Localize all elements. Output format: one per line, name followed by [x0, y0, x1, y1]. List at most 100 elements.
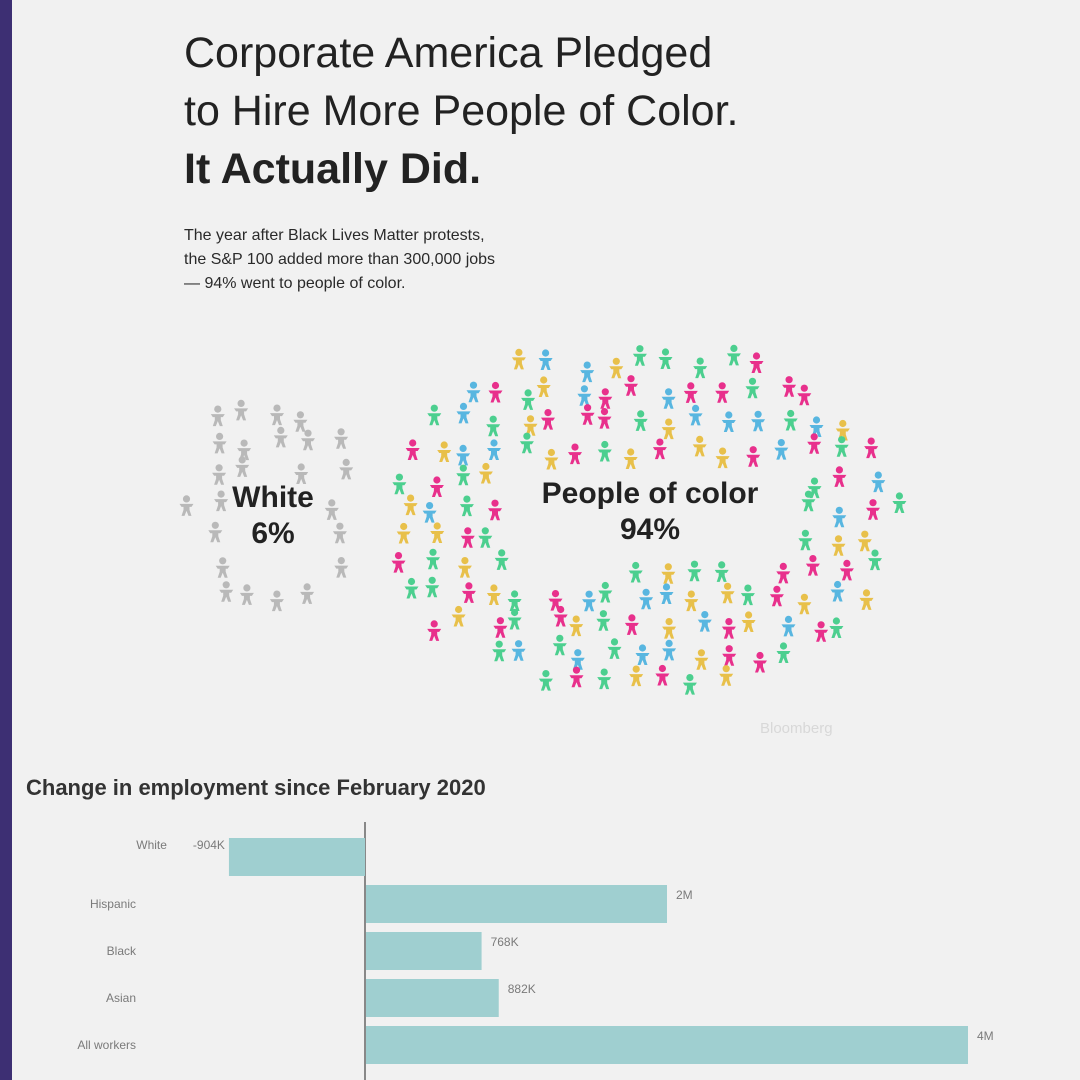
white-person-icon [219, 581, 234, 602]
white-person-icon [332, 522, 347, 544]
poc-person-icon [683, 382, 698, 403]
poc-person-icon [721, 618, 736, 639]
poc-person-icon [652, 438, 667, 460]
poc-person-icon [864, 437, 879, 459]
poc-person-icon [403, 494, 418, 516]
poc-person-icon [507, 608, 522, 630]
category-label: Black [107, 944, 137, 958]
white-person-icon [270, 404, 284, 426]
poc-person-icon [866, 499, 880, 520]
data-label: 4M [977, 1029, 994, 1043]
poc-person-icon [829, 617, 844, 638]
poc-person-icon [580, 404, 595, 425]
poc-person-icon [871, 471, 886, 493]
poc-person-icon [629, 665, 644, 687]
white-person-icon [179, 495, 194, 516]
poc-person-icon [798, 529, 813, 551]
poc-person-icon [451, 605, 466, 627]
poc-person-icon [751, 410, 766, 432]
poc-person-icon [582, 590, 597, 612]
poc-person-icon [596, 610, 611, 631]
white-person-icon [294, 463, 309, 484]
poc-person-icon [488, 499, 502, 521]
poc-person-icon [426, 548, 440, 570]
poc-person-icon [392, 473, 407, 495]
white-person-icon [214, 490, 229, 512]
poc-person-icon [633, 410, 648, 431]
poc-person-icon [519, 432, 534, 454]
white-person-icon [208, 521, 223, 543]
poc-person-icon [834, 436, 849, 457]
poc-person-icon [687, 560, 702, 582]
poc-person-icon [714, 561, 729, 582]
white-person-icon [210, 405, 225, 427]
poc-person-icon [486, 415, 501, 437]
poc-person-icon [662, 618, 677, 639]
poc-group-name: People of color [541, 477, 759, 510]
poc-person-icon [511, 640, 526, 661]
poc-person-icon [662, 639, 677, 661]
poc-person-icon [797, 384, 812, 406]
white-person-icon [300, 583, 315, 604]
poc-person-icon [693, 357, 708, 379]
poc-person-icon [659, 583, 674, 604]
poc-person-icon [544, 448, 559, 470]
poc-person-icon [422, 501, 437, 523]
headline-line-2: to Hire More People of Color. [184, 87, 739, 135]
white-person-icon [324, 499, 339, 520]
poc-person-icon [719, 665, 734, 686]
headline: Corporate America Pledged to Hire More P… [184, 24, 944, 198]
poc-person-icon [776, 562, 791, 584]
poc-person-icon [769, 585, 784, 607]
subtitle-line-1: The year after Black Lives Matter protes… [184, 227, 485, 244]
white-person-icon [334, 557, 349, 578]
poc-person-icon [722, 645, 737, 666]
white-person-icon [339, 458, 354, 480]
poc-person-icon [607, 638, 622, 659]
poc-person-icon [597, 668, 612, 690]
poc-person-icon [405, 439, 420, 460]
poc-person-icon [404, 577, 419, 599]
poc-person-icon [437, 441, 452, 462]
poc-person-icon [493, 617, 508, 638]
poc-person-icon [488, 381, 503, 403]
bar-hispanic [366, 885, 667, 923]
poc-person-icon [478, 527, 493, 548]
monitor-bezel [0, 0, 12, 1080]
poc-person-icon [684, 590, 699, 612]
poc-person-icon [726, 344, 741, 366]
poc-person-icon [753, 651, 767, 673]
poc-group-label: People of color 94% [480, 476, 820, 548]
poc-person-icon [745, 377, 760, 399]
poc-person-icon [868, 549, 882, 571]
poc-person-icon [429, 476, 444, 497]
poc-person-icon [598, 581, 613, 603]
subtitle: The year after Black Lives Matter protes… [184, 224, 704, 296]
white-person-icon [235, 456, 250, 477]
poc-person-icon [460, 527, 475, 548]
white-person-icon [269, 590, 284, 612]
poc-person-icon [782, 376, 797, 397]
poc-person-icon [553, 605, 568, 627]
white-group-label: White 6% [198, 480, 348, 552]
poc-person-icon [774, 439, 789, 460]
poc-person-icon [396, 522, 411, 544]
poc-person-icon [857, 530, 872, 552]
poc-person-icon [552, 634, 567, 656]
poc-person-icon [538, 670, 553, 691]
poc-person-icon [635, 644, 650, 665]
category-label: All workers [77, 1038, 136, 1052]
poc-person-icon [624, 375, 638, 396]
poc-group-pct: 94% [619, 513, 681, 546]
poc-person-icon [570, 649, 585, 670]
chart-title: Change in employment since February 2020 [26, 775, 486, 800]
headline-line-3: It Actually Did. [184, 145, 482, 193]
poc-person-icon [832, 466, 847, 487]
data-label: -904K [193, 838, 225, 852]
poc-person-icon [628, 561, 643, 583]
poc-person-icon [597, 408, 612, 429]
poc-person-icon [568, 443, 582, 465]
bar-asian [366, 979, 499, 1017]
data-label: 768K [491, 935, 519, 949]
poc-person-icon [655, 664, 670, 686]
